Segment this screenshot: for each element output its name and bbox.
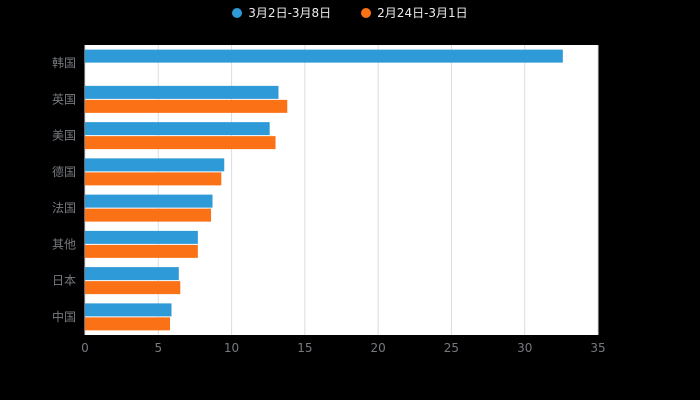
bar-previous-week[interactable] [85, 172, 222, 186]
category-label: 英国 [52, 92, 76, 106]
bar-previous-week[interactable] [85, 317, 171, 331]
category-label: 美国 [52, 129, 76, 143]
bar-current-week[interactable] [85, 85, 279, 99]
x-axis-tick-label: 30 [517, 341, 532, 355]
bar-current-week[interactable] [85, 194, 213, 208]
chart-legend: 3月2日-3月8日 2月24日-3月1日 [0, 7, 700, 19]
legend-label-week-mar2-mar8: 3月2日-3月8日 [248, 6, 332, 20]
x-axis-tick-label: 20 [371, 341, 386, 355]
x-axis-tick-label: 5 [154, 341, 162, 355]
bar-previous-week[interactable] [85, 281, 181, 295]
legend-marker-week-feb24-mar1-icon [361, 8, 372, 18]
x-axis-tick-label: 10 [224, 341, 239, 355]
x-axis-tick-label: 25 [444, 341, 459, 355]
bar-previous-week[interactable] [85, 244, 198, 258]
category-label: 韩国 [52, 55, 76, 70]
bar-current-week[interactable] [85, 122, 270, 136]
bar-previous-week[interactable] [85, 136, 276, 150]
category-label: 德国 [52, 164, 76, 179]
bar-current-week[interactable] [85, 303, 172, 317]
bar-previous-week[interactable] [85, 99, 288, 113]
bar-current-week[interactable] [85, 230, 198, 244]
x-axis-tick-label: 15 [297, 341, 312, 355]
category-label: 日本 [52, 274, 76, 288]
bar-current-week[interactable] [85, 49, 563, 63]
legend-marker-week-mar2-mar8-icon [232, 8, 243, 18]
bar-current-week[interactable] [85, 267, 179, 281]
category-label: 其他 [52, 237, 76, 251]
legend-item-week-mar2-mar8[interactable]: 3月2日-3月8日 [232, 7, 331, 19]
bar-previous-week[interactable] [85, 208, 212, 222]
legend-label-week-feb24-mar1: 2月24日-3月1日 [377, 6, 468, 20]
category-label: 中国 [52, 309, 76, 324]
x-axis-tick-label: 0 [81, 341, 89, 355]
x-axis-tick-label: 35 [590, 341, 605, 355]
bar-current-week[interactable] [85, 158, 225, 172]
category-label: 法国 [52, 201, 76, 215]
legend-item-week-feb24-mar1[interactable]: 2月24日-3月1日 [361, 7, 468, 19]
